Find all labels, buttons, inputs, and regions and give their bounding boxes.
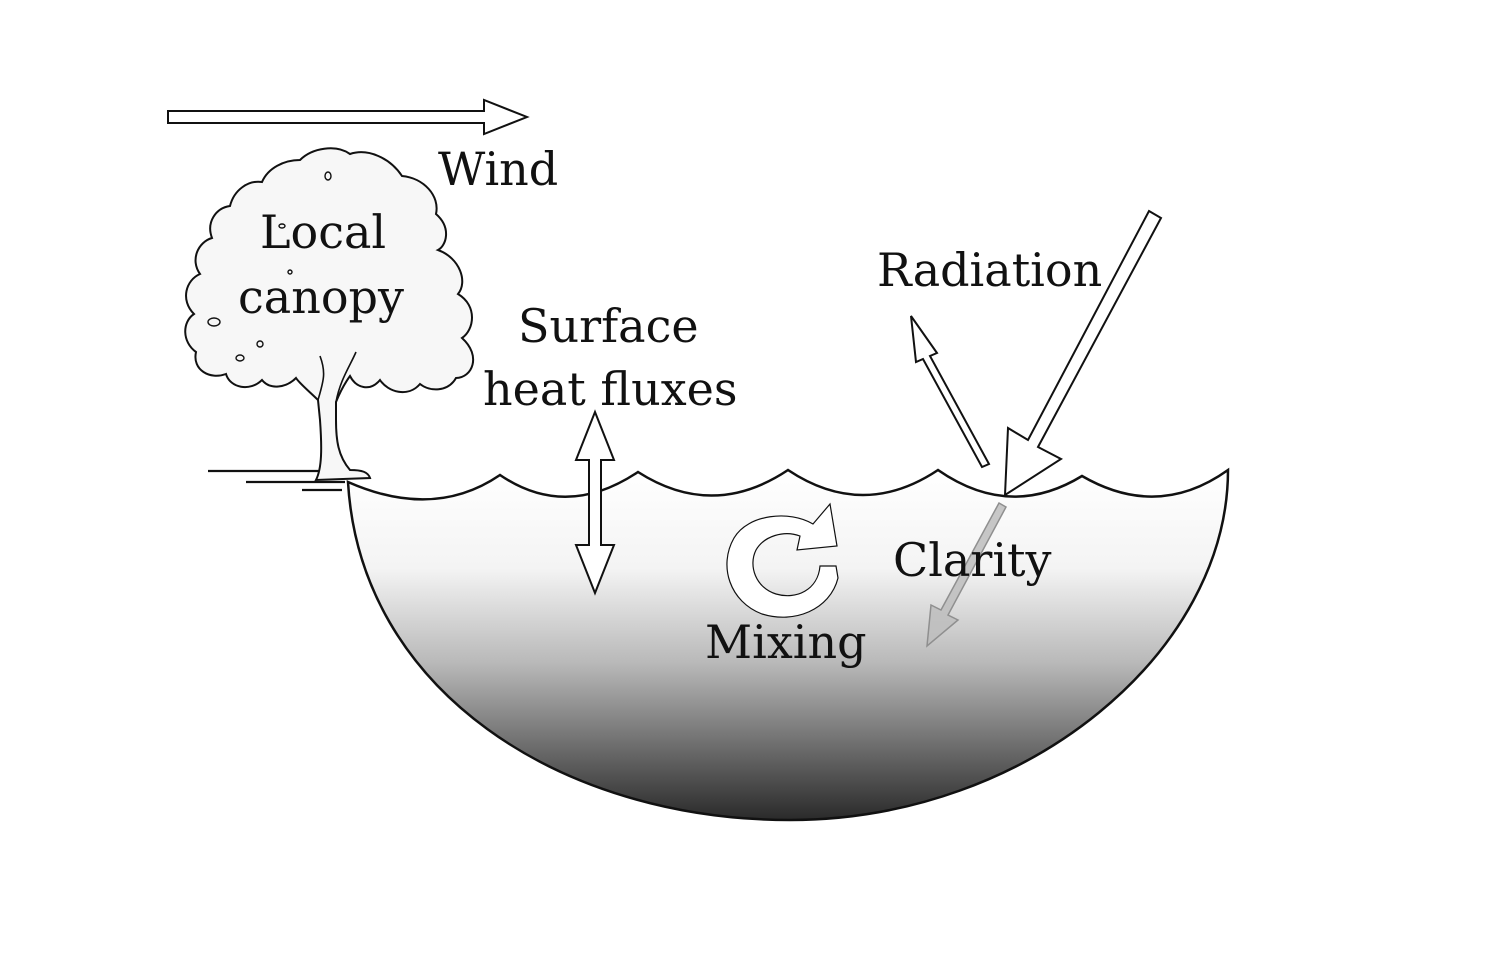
- tree-canopy: [184, 147, 474, 482]
- wind-arrow-icon: [167, 98, 530, 136]
- mixing-label: Mixing: [705, 615, 867, 669]
- radiation-in-arrow-icon: [1003, 209, 1163, 497]
- radiation-label: Radiation: [877, 243, 1102, 297]
- clarity-submerged-arrow-icon: [926, 501, 1008, 648]
- mixing-ring: [726, 502, 839, 618]
- heat-flux-double-arrow-icon: [574, 409, 616, 596]
- clarity-label: Clarity: [893, 533, 1052, 587]
- local-canopy-label-line1: Local: [260, 205, 386, 259]
- local-canopy-label-line2: canopy: [238, 270, 404, 324]
- radiation-out-arrow-icon: [910, 315, 991, 469]
- tree-trunk: [317, 351, 357, 403]
- wind-label: Wind: [438, 142, 558, 196]
- tree-icon: [184, 147, 474, 482]
- shore-lines: [208, 469, 345, 492]
- tree-specks: [207, 171, 332, 362]
- surface-heat-fluxes-label-line2: heat fluxes: [483, 362, 737, 416]
- surface-heat-fluxes-label-line1: Surface: [518, 299, 699, 353]
